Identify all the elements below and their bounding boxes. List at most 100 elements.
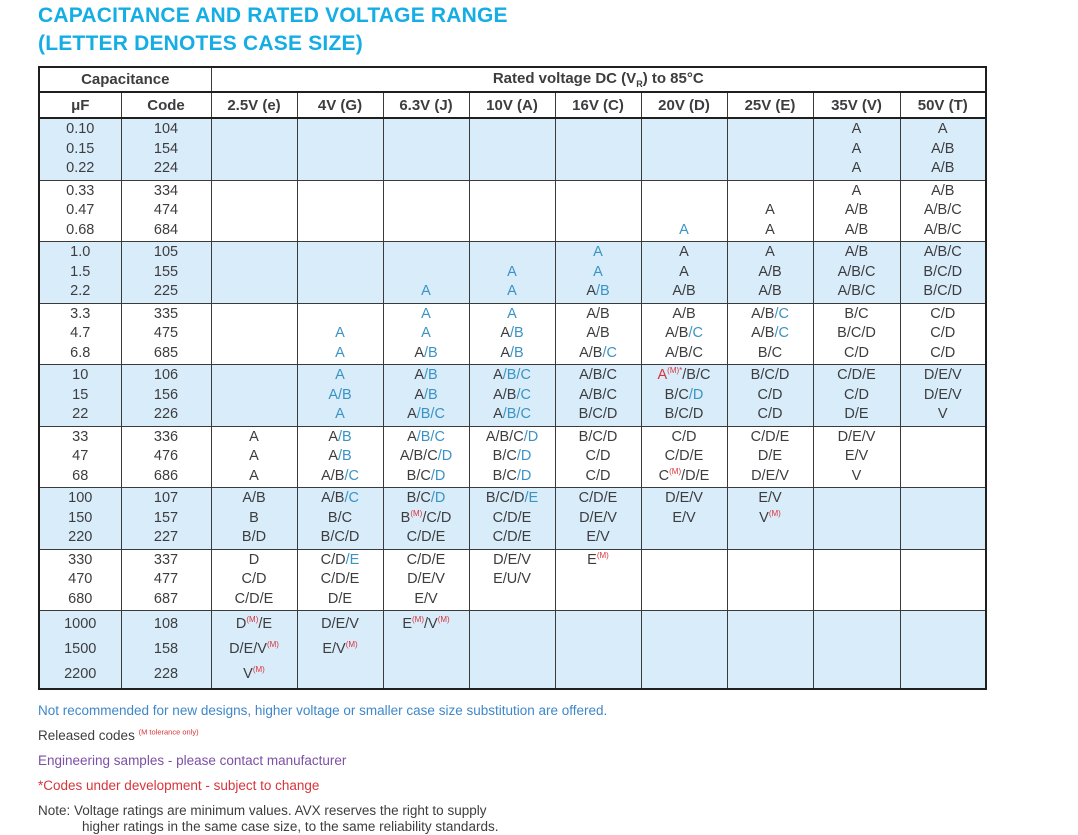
- case-size-line: C/D/E: [728, 428, 813, 448]
- case-size-line: [901, 612, 986, 637]
- case-size-line: A/B/C: [470, 366, 555, 386]
- code-cell: 106 156 226: [120, 364, 212, 427]
- case-size-line: [814, 489, 900, 509]
- case-size-line: C/D: [556, 447, 641, 467]
- case-size-cell: A/B A/B/C A/B/C: [640, 302, 728, 365]
- case-size-cell: D/E/V E/U/V: [468, 548, 556, 611]
- case-size-line: C/D: [556, 467, 641, 487]
- case-size-line: D/E: [814, 405, 900, 425]
- case-code-segment: A/B: [493, 386, 517, 403]
- case-code-segment: A/B: [758, 283, 782, 299]
- case-code-segment: /C/D: [422, 509, 452, 526]
- case-code-segment: A: [500, 344, 510, 361]
- case-size-line: A/B/C: [556, 386, 641, 406]
- case-code-segment: B/C/D: [664, 406, 704, 422]
- case-size-line: C/D: [728, 405, 813, 425]
- case-size-cell: A/B/C A/B/C B/C: [726, 302, 814, 365]
- case-code-segment: D: [235, 616, 247, 632]
- case-size-line: A/B: [384, 344, 469, 364]
- case-code-segment: Engineering samples - please contact man…: [38, 753, 347, 768]
- case-code-segment: B/C: [327, 509, 353, 526]
- case-code-segment: A/B: [672, 283, 696, 299]
- case-code-segment: C/D/E: [234, 590, 274, 607]
- code-value: 686: [153, 467, 179, 484]
- case-size-line: C/D/E: [384, 551, 469, 571]
- uf-value: 330: [68, 551, 93, 568]
- case-size-line: E/V: [556, 528, 641, 548]
- code-cell: 337 477 687: [120, 548, 212, 611]
- case-code-segment: (M): [437, 615, 450, 625]
- case-code-segment: A: [679, 221, 689, 238]
- case-code-segment: E/V: [672, 509, 696, 526]
- case-size-line: [384, 243, 469, 263]
- code-value: 336: [153, 428, 179, 445]
- case-size-line: C/D: [728, 386, 813, 406]
- note-line: higher ratings in the same case size, to…: [38, 819, 1078, 835]
- case-code-segment: /B: [337, 448, 352, 464]
- case-code-segment: /D: [430, 490, 446, 506]
- table-row-group: 3.3 4.7 6.8 335 475 685 A A A A A/B A A/B A/B A/B A/B A/…: [38, 302, 987, 365]
- case-size-line: A/B: [556, 282, 641, 302]
- code-value: 225: [153, 283, 179, 299]
- case-code-segment: C/D: [757, 386, 783, 403]
- case-code-segment: A: [507, 283, 517, 299]
- case-size-line: A: [384, 305, 469, 325]
- case-size-cell: A/B B B/D: [210, 487, 298, 550]
- case-size-line: [212, 159, 297, 179]
- case-size-cell: C/D/E D/E D/E/V: [726, 425, 814, 488]
- case-size-line: [556, 221, 641, 241]
- case-size-line: B/C: [814, 305, 900, 325]
- case-size-line: B/C/D: [814, 324, 900, 344]
- case-size-line: C(M)/D/E: [642, 467, 727, 487]
- case-size-line: A: [728, 243, 813, 263]
- case-size-line: A: [298, 405, 383, 425]
- case-size-cell: A/B/C B/C B/C/D: [296, 487, 384, 550]
- case-size-line: [556, 662, 641, 687]
- header-row-columns: μF Code 2.5V (e) 4V (G) 6.3V (J) 10V (A) 16V (…: [38, 91, 987, 119]
- case-size-cell: D/E/V E/V(M): [296, 610, 384, 690]
- uf-value: 15: [72, 386, 89, 403]
- case-code-segment: B/C: [406, 490, 431, 506]
- case-size-line: C/D: [814, 344, 900, 364]
- case-size-line: A/B: [384, 366, 469, 386]
- page-title: CAPACITANCE AND RATED VOLTAGE RANGE (LET…: [38, 2, 1078, 58]
- case-size-line: B/C: [728, 344, 813, 364]
- uf-value: 1.5: [70, 263, 91, 280]
- uf-cell: 1.0 1.5 2.2: [38, 241, 122, 304]
- case-size-line: A/B: [728, 263, 813, 283]
- case-size-line: D: [212, 551, 297, 571]
- uf-cell: 10 15 22: [38, 364, 122, 427]
- case-size-line: [298, 662, 383, 687]
- case-code-segment: /B: [337, 428, 352, 445]
- case-size-line: A/B: [384, 386, 469, 406]
- case-size-line: A/B/C: [814, 263, 900, 283]
- case-size-line: C/D: [901, 344, 986, 364]
- case-code-segment: D/E/V: [923, 367, 962, 383]
- case-code-segment: A: [493, 367, 503, 383]
- case-code-segment: A/B/C: [399, 448, 438, 464]
- rated-voltage-header: Rated voltage DC (VR) to 85°C: [210, 66, 987, 93]
- case-size-line: C/D: [814, 386, 900, 406]
- case-size-line: A/B: [814, 243, 900, 263]
- case-size-line: [212, 263, 297, 283]
- case-size-line: [901, 590, 986, 610]
- case-size-cell: [899, 610, 987, 690]
- case-size-line: [212, 221, 297, 241]
- column-header: 20V (D): [640, 91, 728, 119]
- case-code-segment: /C: [602, 344, 617, 361]
- case-code-segment: V: [243, 666, 253, 682]
- case-size-cell: B/C B/C/D C/D: [812, 302, 901, 365]
- case-size-line: B/C/D: [470, 467, 555, 487]
- case-size-cell: A/B/C A/B/C B/C/D: [554, 364, 642, 427]
- case-code-segment: A/B/C: [923, 244, 962, 260]
- case-code-segment: A/B: [586, 325, 610, 341]
- case-size-cell: [640, 548, 728, 611]
- case-size-line: [298, 282, 383, 302]
- case-code-segment: A: [335, 406, 345, 422]
- case-size-line: [814, 590, 900, 610]
- case-size-line: [384, 201, 469, 221]
- case-code-segment: A: [851, 140, 862, 157]
- case-code-segment: B/C: [406, 467, 431, 484]
- case-size-cell: [640, 610, 728, 690]
- case-size-line: [901, 570, 986, 590]
